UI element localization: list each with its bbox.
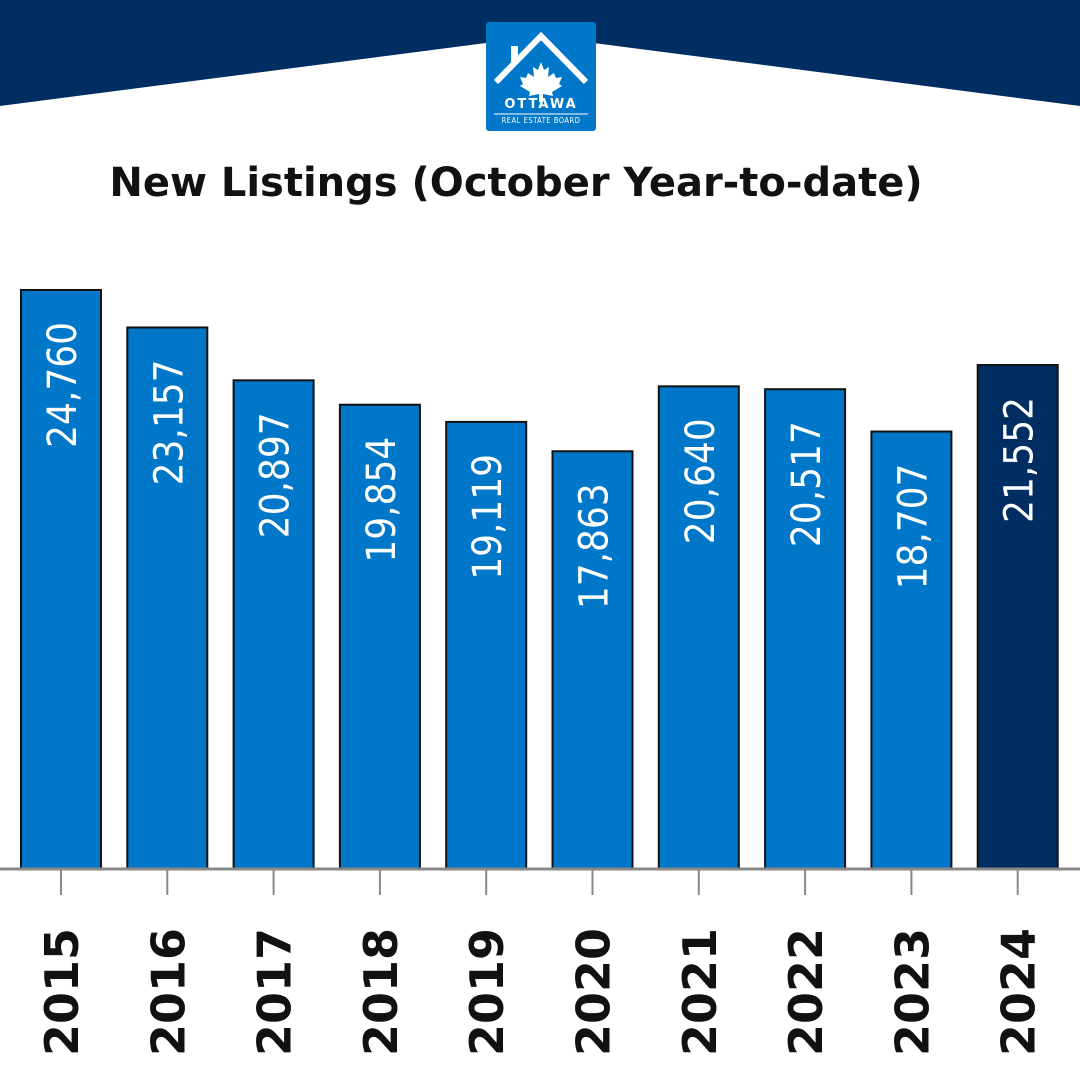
bar xyxy=(764,388,847,870)
bar-value-label: 19,854 xyxy=(359,437,405,563)
x-tick-label: 2020 xyxy=(567,928,621,1056)
x-tick-label: 2015 xyxy=(35,928,89,1056)
bar xyxy=(870,430,953,870)
chimney-icon xyxy=(511,46,518,62)
header-band xyxy=(0,0,1080,106)
bar-value-label: 18,707 xyxy=(890,464,936,590)
maple-leaf-icon xyxy=(520,62,562,102)
ottawa-real-estate-board-logo xyxy=(486,22,596,131)
bar-value-label: 20,517 xyxy=(784,421,830,547)
bar xyxy=(20,289,102,870)
bar xyxy=(445,420,528,870)
bar xyxy=(338,403,421,870)
bar-value-label: 20,640 xyxy=(678,418,724,544)
bar xyxy=(976,364,1059,870)
bar-value-label: 23,157 xyxy=(146,359,192,485)
x-tick-label: 2023 xyxy=(885,928,939,1056)
x-tick-label: 2022 xyxy=(779,928,833,1056)
bar-value-label: 24,760 xyxy=(40,322,86,448)
house-roof-icon xyxy=(493,31,589,85)
bar xyxy=(232,379,315,870)
x-tick-label: 2024 xyxy=(992,928,1046,1056)
bar-value-label: 21,552 xyxy=(997,397,1043,523)
bar-value-label: 17,863 xyxy=(572,483,618,609)
x-tick-label: 2019 xyxy=(460,928,514,1056)
x-tick-label: 2017 xyxy=(248,928,302,1056)
chart-title: New Listings (October Year-to-date) xyxy=(109,160,923,206)
bar-value-label: 19,119 xyxy=(465,454,511,580)
x-tick-label: 2016 xyxy=(141,928,195,1056)
x-tick-label: 2021 xyxy=(673,928,727,1056)
bar-value-label: 20,897 xyxy=(253,412,299,538)
logo-text-ottawa: OTTAWA xyxy=(504,97,578,112)
bar xyxy=(551,450,634,870)
header-shape xyxy=(0,0,1080,106)
x-tick-label: 2018 xyxy=(354,928,408,1056)
logo-text-board: REAL ESTATE BOARD xyxy=(501,116,581,125)
